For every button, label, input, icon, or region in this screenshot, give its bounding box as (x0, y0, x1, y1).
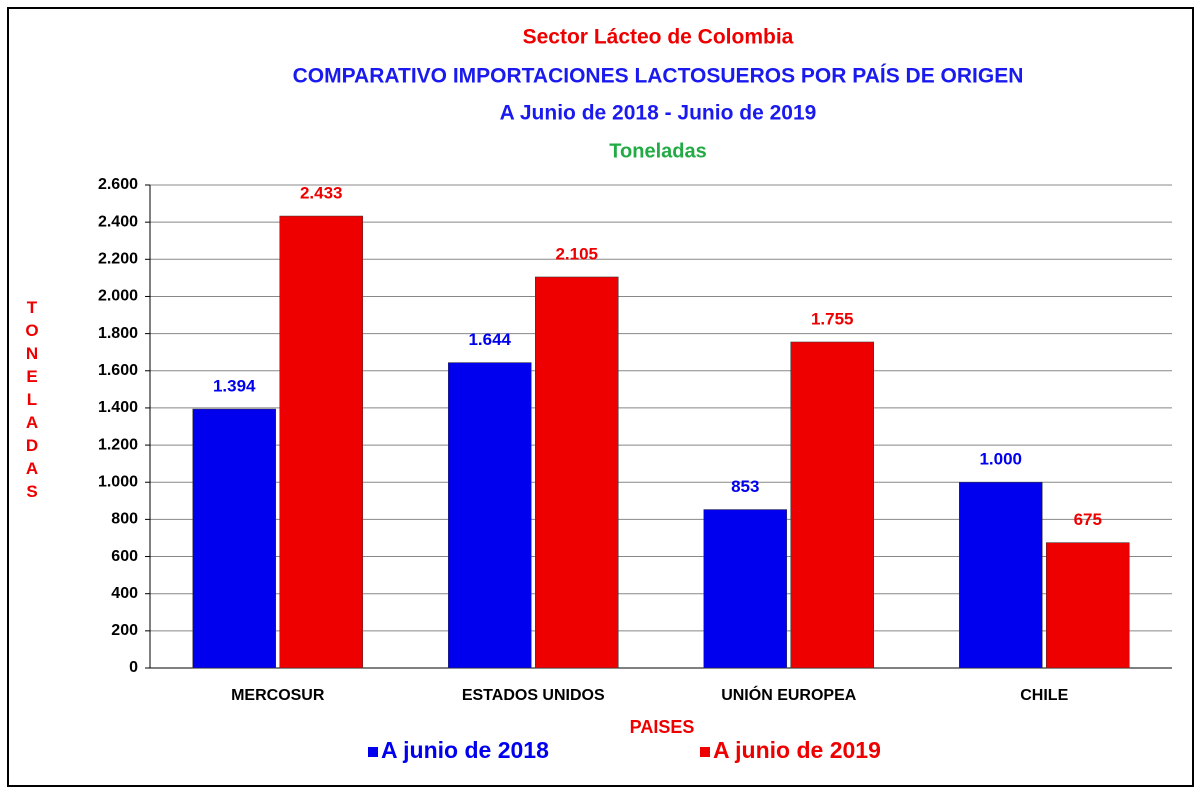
y-tick-label: 2.000 (98, 288, 138, 305)
x-tick-label: ESTADOS UNIDOS (462, 687, 605, 704)
data-label: 1.394 (213, 377, 256, 396)
y-tick-label: 200 (111, 622, 138, 639)
bar (703, 509, 787, 669)
data-label: 2.105 (555, 244, 598, 263)
legend-label: A junio de 2018 (381, 737, 549, 763)
bar (279, 215, 363, 669)
bar (448, 362, 532, 669)
bar (790, 341, 874, 669)
y-tick-label: 2.200 (98, 251, 138, 268)
data-label: 1.755 (811, 309, 854, 328)
bar (535, 276, 619, 669)
bar (1046, 542, 1130, 669)
bar (192, 408, 276, 669)
y-axis-label: TONELADAS (23, 298, 42, 505)
chart-title: Sector Lácteo de Colombia (523, 26, 794, 49)
legend-swatch (700, 747, 710, 757)
chart-subtitle: Toneladas (609, 140, 706, 162)
data-label: 1.644 (468, 330, 511, 349)
x-tick-label: UNIÓN EUROPEA (721, 685, 857, 704)
data-label: 853 (731, 477, 759, 496)
bar (959, 481, 1043, 669)
y-tick-label: 1.200 (98, 436, 138, 453)
chart-subtitle: COMPARATIVO IMPORTACIONES LACTOSUEROS PO… (293, 65, 1024, 88)
y-tick-label: 800 (111, 511, 138, 528)
y-tick-label: 1.000 (98, 473, 138, 490)
chart-subtitle: A Junio de 2018 - Junio de 2019 (500, 102, 817, 125)
y-tick-label: 2.600 (98, 176, 138, 193)
y-tick-label: 1.400 (98, 399, 138, 416)
x-axis-label: PAISES (630, 717, 695, 737)
data-label: 1.000 (979, 450, 1022, 469)
data-label: 2.433 (300, 184, 343, 203)
legend-label: A junio de 2019 (713, 737, 881, 763)
x-tick-label: CHILE (1020, 687, 1068, 704)
y-tick-label: 400 (111, 585, 138, 602)
y-tick-label: 0 (129, 659, 138, 676)
y-tick-label: 600 (111, 548, 138, 565)
x-tick-label: MERCOSUR (231, 687, 325, 704)
y-tick-label: 2.400 (98, 213, 138, 230)
data-label: 675 (1074, 510, 1102, 529)
y-tick-label: 1.800 (98, 325, 138, 342)
legend-swatch (368, 747, 378, 757)
y-tick-label: 1.600 (98, 362, 138, 379)
